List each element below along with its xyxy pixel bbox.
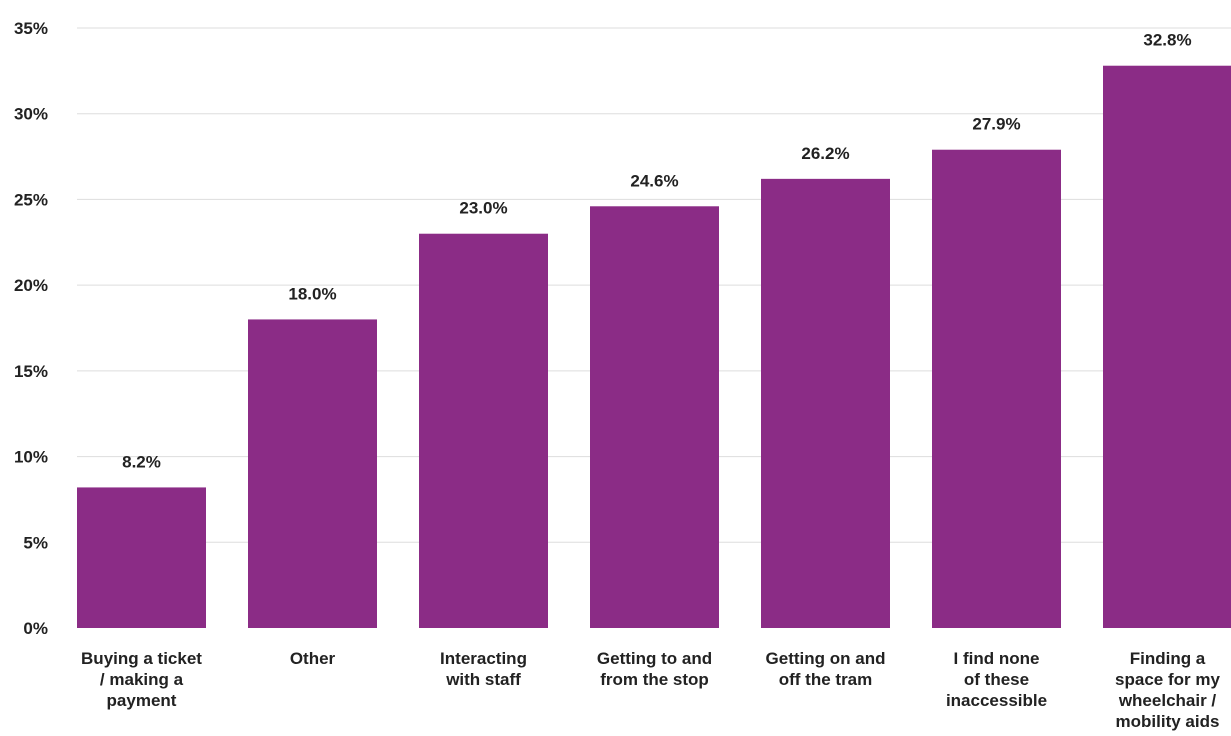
y-axis-ticks: 0% 5% 10% 15% 20% 25% 30% 35% — [14, 19, 48, 638]
category-label: Finding a space for my wheelchair / mobilit… — [1115, 649, 1220, 731]
data-label: 18.0% — [288, 284, 336, 303]
bar — [77, 487, 206, 628]
bar — [1103, 65, 1231, 628]
category-label: Getting on and off the tram — [766, 649, 886, 689]
y-tick-label: 5% — [23, 533, 48, 552]
y-tick-label: 25% — [14, 190, 48, 209]
bar — [761, 178, 890, 628]
bar — [932, 149, 1061, 628]
data-label: 26.2% — [801, 144, 849, 163]
data-label: 23.0% — [459, 199, 507, 218]
y-tick-label: 30% — [14, 105, 48, 124]
data-label: 24.6% — [630, 171, 678, 190]
data-labels: 8.2% 18.0% 23.0% 24.6% 26.2% 27.9% 32.8% — [122, 31, 1191, 472]
bars — [77, 65, 1231, 629]
category-label: Other — [290, 649, 336, 668]
category-label: Buying a ticket / making a payment — [81, 649, 202, 710]
y-tick-label: 0% — [23, 619, 48, 638]
x-axis-categories: Buying a ticket / making a payment Other Int… — [81, 649, 1220, 731]
category-label: Getting to and from the stop — [597, 649, 712, 689]
data-label: 27.9% — [972, 115, 1020, 134]
data-label: 8.2% — [122, 452, 161, 471]
y-tick-label: 35% — [14, 19, 48, 38]
bar — [419, 233, 548, 628]
bar — [248, 319, 377, 628]
category-label: Interacting with staff — [440, 649, 527, 689]
y-tick-label: 10% — [14, 448, 48, 467]
category-label: I find none of these inaccessible — [946, 649, 1047, 710]
data-label: 32.8% — [1143, 31, 1191, 50]
bar — [590, 206, 719, 629]
y-tick-label: 15% — [14, 362, 48, 381]
y-tick-label: 20% — [14, 276, 48, 295]
